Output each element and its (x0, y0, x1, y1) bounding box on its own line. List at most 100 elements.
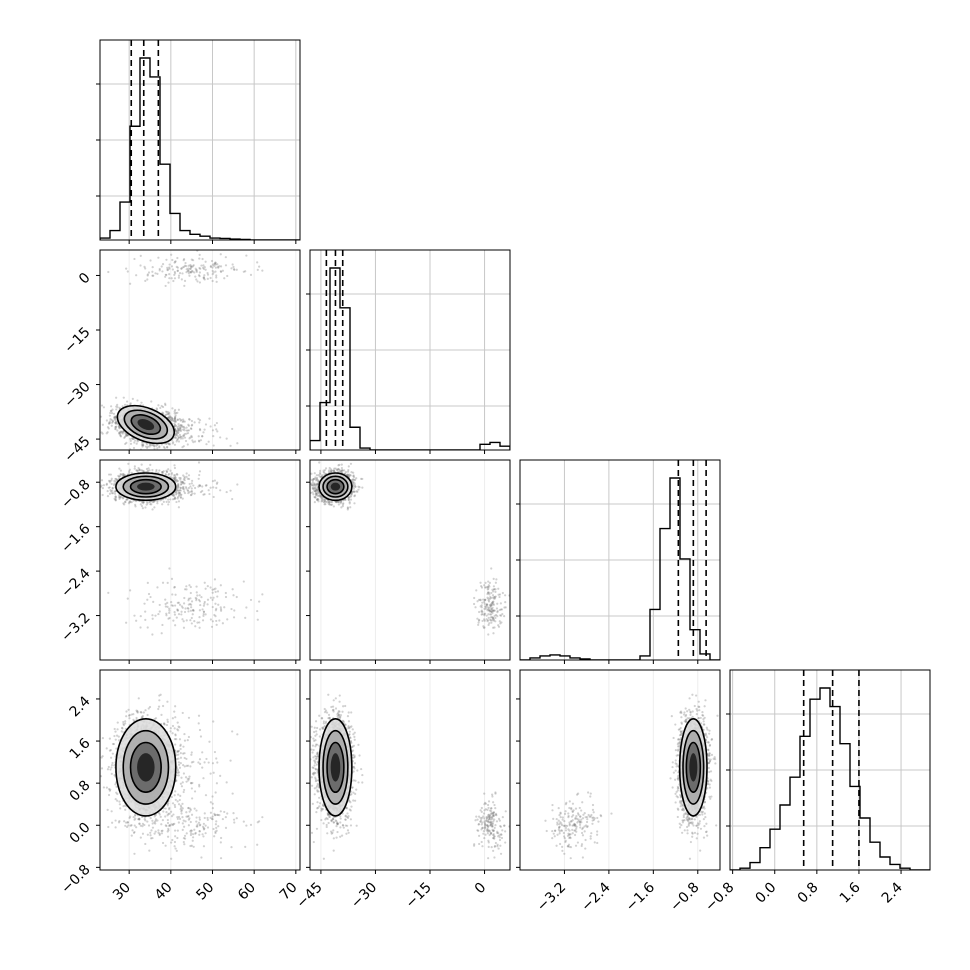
scatter-point (171, 417, 174, 421)
scatter-point (173, 261, 176, 264)
scatter-point (177, 485, 180, 488)
scatter-point (170, 265, 174, 268)
scatter-point (249, 273, 253, 276)
scatter-point (163, 447, 166, 450)
scatter-point (129, 500, 132, 503)
scatter-point (146, 446, 149, 450)
scatter-point (183, 479, 186, 482)
scatter-point (201, 266, 205, 269)
scatter-point (195, 268, 198, 272)
scatter-point (204, 484, 208, 487)
scatter-point (111, 419, 115, 422)
scatter-point (198, 484, 202, 487)
scatter-point (186, 489, 190, 492)
scatter-point (202, 264, 205, 267)
scatter-point (171, 442, 174, 445)
scatter-point (175, 493, 178, 496)
scatter-point (211, 429, 215, 432)
scatter-point (142, 502, 145, 505)
scatter-point (111, 421, 114, 424)
scatter-point (107, 486, 110, 489)
scatter-point (175, 440, 178, 443)
scatter-point (164, 413, 167, 417)
scatter-point (168, 263, 171, 266)
scatter-point (169, 498, 172, 501)
scatter-point (152, 274, 155, 277)
scatter-point (141, 501, 144, 504)
scatter-point (179, 496, 182, 499)
scatter-point (182, 265, 186, 268)
scatter-point (205, 484, 208, 487)
scatter-point (202, 277, 206, 280)
scatter-point (175, 490, 178, 494)
scatter-point (190, 490, 193, 493)
scatter-point (153, 445, 156, 448)
scatter-point (198, 421, 201, 424)
scatter-point (179, 477, 182, 480)
scatter-point (177, 422, 180, 426)
scatter-point (114, 422, 117, 425)
scatter-point (170, 416, 174, 419)
scatter-point (173, 476, 176, 480)
scatter-point (204, 423, 208, 426)
scatter-point (166, 268, 169, 271)
scatter-point (100, 479, 104, 482)
scatter-point (114, 426, 117, 429)
scatter-point (101, 423, 104, 426)
scatter-point (179, 495, 183, 499)
scatter-point (133, 441, 136, 444)
scatter-point (179, 426, 182, 429)
scatter-point (173, 443, 177, 446)
scatter-point (244, 270, 247, 273)
scatter-point (173, 412, 176, 415)
scatter-point (140, 443, 144, 446)
panel-1-1 (306, 249, 511, 454)
scatter-point (174, 497, 177, 500)
scatter-point (120, 431, 123, 434)
scatter-point (179, 480, 182, 484)
scatter-point (157, 404, 160, 407)
scatter-point (190, 264, 193, 268)
scatter-point (176, 479, 180, 483)
scatter-point (188, 418, 191, 421)
scatter-point (126, 498, 129, 501)
scatter-point (216, 265, 220, 268)
scatter-point (114, 422, 118, 425)
scatter-point (167, 473, 170, 476)
scatter-point (133, 467, 136, 470)
scatter-point (176, 434, 179, 437)
scatter-point (119, 430, 122, 433)
scatter-point (176, 427, 180, 430)
scatter-point (106, 495, 110, 498)
scatter-point (162, 500, 165, 503)
scatter-point (229, 444, 232, 447)
scatter-point (125, 441, 128, 444)
scatter-point (172, 476, 175, 479)
scatter-point (186, 431, 190, 435)
scatter-point (105, 482, 108, 485)
scatter-point (149, 259, 152, 262)
scatter-point (172, 493, 176, 496)
scatter-point (129, 282, 132, 285)
scatter-point (118, 467, 121, 470)
scatter-point (108, 420, 111, 423)
scatter-point (105, 419, 108, 422)
scatter-point (174, 476, 177, 479)
scatter-point (118, 475, 122, 478)
scatter-point (121, 474, 124, 477)
scatter-point (158, 267, 161, 271)
scatter-point (128, 468, 132, 471)
scatter-point (156, 447, 159, 450)
scatter-point (135, 442, 138, 445)
scatter-point (223, 277, 226, 280)
scatter-point (108, 481, 111, 484)
scatter-point (122, 430, 125, 433)
scatter-point (209, 265, 213, 268)
scatter-point (209, 265, 212, 268)
scatter-point (164, 410, 168, 413)
scatter-point (114, 498, 117, 502)
scatter-point (206, 273, 210, 276)
scatter-point (114, 498, 117, 501)
scatter-point (173, 422, 176, 425)
scatter-point (201, 489, 204, 493)
